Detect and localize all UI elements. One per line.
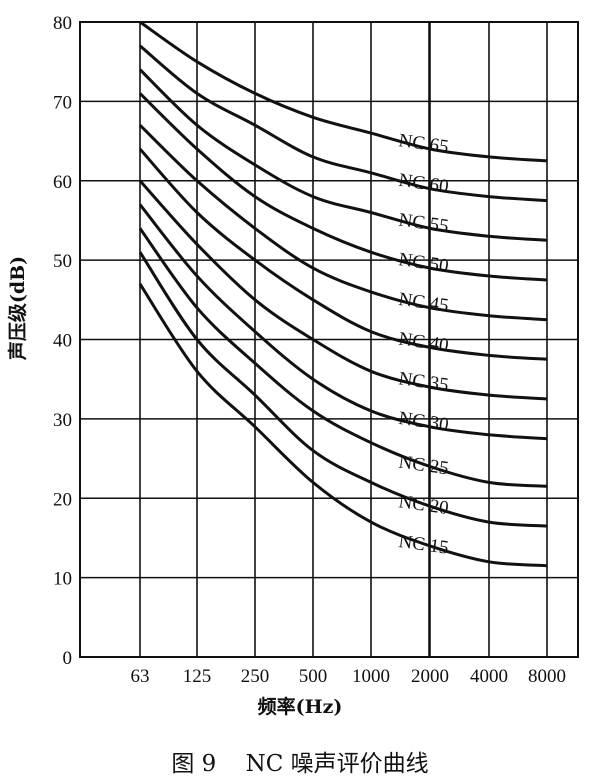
y-tick-label: 30 (53, 410, 72, 431)
y-tick-label: 0 (63, 648, 73, 669)
x-axis-title: 频率(Hz) (258, 695, 343, 718)
nc-curve (138, 68, 548, 242)
x-tick-label: 500 (299, 666, 328, 687)
curve-label: NC 35 (397, 368, 450, 396)
curve-label: NC 55 (397, 209, 450, 237)
x-tick-label: 2000 (411, 666, 449, 687)
x-tick-label: 63 (131, 666, 150, 687)
x-tick-label: 250 (241, 666, 270, 687)
nc-curve (138, 147, 548, 361)
axis-tick-labels: 0 10 20 30 40 50 60 70 80 63 125 250 500 1000 2000 4000… (53, 13, 566, 687)
x-tick-label: 4000 (470, 666, 508, 687)
curve-label: NC 15 (397, 531, 450, 559)
grid-lines (80, 22, 578, 657)
x-tick-label: 1000 (352, 666, 390, 687)
nc-curve (139, 44, 548, 203)
nc-curve (138, 179, 548, 401)
nc-curve (138, 227, 548, 488)
y-tick-label: 70 (53, 92, 72, 113)
figure-caption: 图 9 NC 噪声评价曲线 (171, 751, 428, 777)
y-axis-title: 声压级(dB) (6, 256, 29, 361)
y-tick-label: 10 (53, 569, 72, 590)
y-tick-label: 20 (53, 489, 72, 510)
curve-label: NC 30 (397, 408, 450, 436)
curve-label: NC 20 (397, 491, 450, 519)
nc-curve (138, 203, 548, 441)
curve-label: NC 60 (397, 170, 450, 198)
curve-label: NC 45 (397, 289, 450, 317)
plot-frame (79, 21, 579, 658)
y-tick-label: 60 (53, 172, 72, 193)
curve-label: NC 40 (397, 329, 450, 357)
nc-curve (138, 283, 548, 568)
x-tick-label: 125 (183, 666, 212, 687)
curve-labels: NC 65 NC 60 NC 55 NC 50 NC 45 NC 40 NC 35 NC 30… (397, 130, 450, 559)
nc-curves (138, 20, 548, 568)
y-tick-label: 80 (53, 13, 72, 34)
y-tick-label: 40 (53, 331, 72, 352)
nc-curve (138, 124, 548, 322)
curve-label: NC 25 (397, 452, 450, 480)
x-tick-label: 8000 (528, 666, 566, 687)
nc-curve (138, 251, 548, 528)
curve-label: NC 50 (397, 249, 450, 277)
curve-label: NC 65 (397, 130, 450, 158)
y-tick-label: 50 (53, 251, 72, 272)
nc-curve (138, 92, 548, 282)
nc-curve (139, 20, 548, 163)
